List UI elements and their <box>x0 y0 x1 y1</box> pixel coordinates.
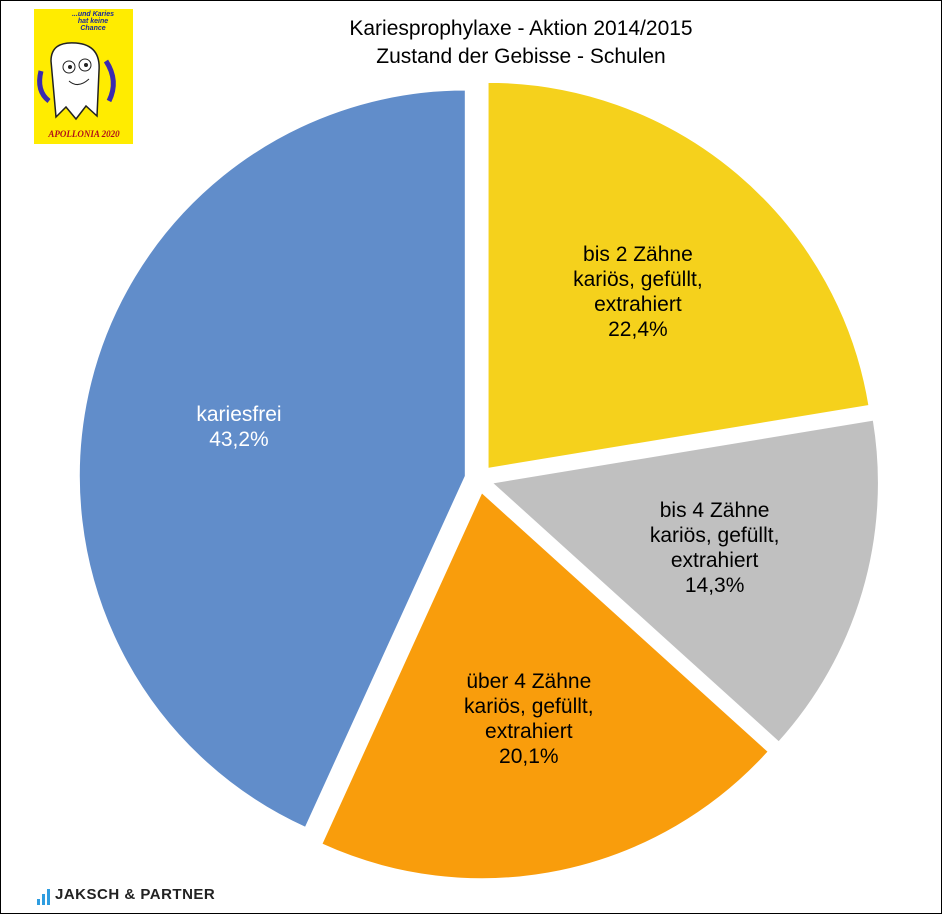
brand: JAKSCH & PARTNER <box>55 886 216 903</box>
pie-slice <box>487 81 870 469</box>
logo-pupil <box>68 65 72 69</box>
slice-category: bis 4 Zähne kariös, gefüllt, extrahiert <box>649 499 780 573</box>
pie-slice <box>491 419 879 743</box>
slice-label: bis 2 Zähne kariös, gefüllt, extrahiert 2… <box>528 242 748 342</box>
logo-mouth <box>68 78 90 85</box>
chart-subtitle: Zustand der Gebisse - Schulen <box>376 45 666 68</box>
brand-icon <box>42 894 45 905</box>
slice-value: 22,4% <box>608 317 668 341</box>
logo-slogan: ...und Karies hat keine Chance <box>71 11 114 32</box>
pie-slice <box>321 491 769 880</box>
slice-category: über 4 Zähne kariös, gefüllt, extrahiert <box>464 670 594 744</box>
logo-pupil <box>84 63 88 67</box>
chart-title: Kariesprophylaxe - Aktion 2014/2015 <box>349 17 693 40</box>
slice-category: kariesfrei <box>196 402 282 426</box>
logo-name: APOLLONIA 2020 <box>48 129 120 139</box>
slice-label: bis 4 Zähne kariös, gefüllt, extrahiert 1… <box>605 498 825 598</box>
slice-value: 43,2% <box>209 427 269 451</box>
slice-value: 14,3% <box>684 574 745 598</box>
slice-label: über 4 Zähne kariös, gefüllt, extrahiert… <box>419 669 639 769</box>
brand-icon <box>47 889 50 905</box>
slice-category: bis 2 Zähne kariös, gefüllt, extrahiert <box>573 242 703 316</box>
brand-icon <box>37 899 40 905</box>
logo-arms <box>37 59 116 103</box>
logo-tooth <box>50 42 100 121</box>
slice-label: kariesfrei 43,2% <box>129 402 349 452</box>
pie-slice <box>78 89 466 828</box>
slice-value: 20,1% <box>499 745 559 769</box>
